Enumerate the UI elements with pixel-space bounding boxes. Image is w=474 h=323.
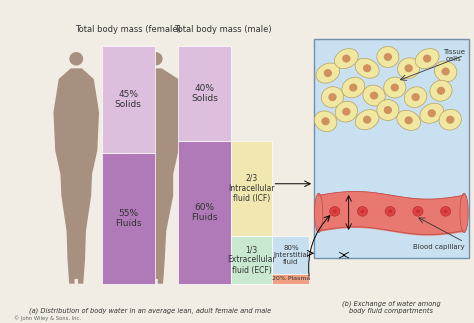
Text: (a) Distribution of body water in an average lean, adult female and male: (a) Distribution of body water in an ave… [29,307,271,314]
Bar [231,141,273,236]
Ellipse shape [334,48,358,68]
Text: 45%
Solids: 45% Solids [115,89,142,109]
Ellipse shape [321,117,330,125]
Polygon shape [129,68,182,284]
Text: 80%
Interstitial
fluid: 80% Interstitial fluid [273,245,309,265]
Ellipse shape [411,93,420,101]
Ellipse shape [69,52,83,66]
Bar [101,46,155,153]
Ellipse shape [428,109,436,117]
Ellipse shape [342,55,350,63]
Bar [178,46,231,141]
Ellipse shape [384,106,392,114]
Ellipse shape [398,110,420,131]
Ellipse shape [361,210,365,213]
Text: 1/3
Extracellular
fluid (ECF): 1/3 Extracellular fluid (ECF) [228,245,276,275]
Ellipse shape [423,55,431,63]
Text: Blood capillary: Blood capillary [413,244,465,249]
Ellipse shape [356,109,378,130]
Text: 20% Plasma: 20% Plasma [272,276,310,281]
FancyBboxPatch shape [314,39,469,258]
Ellipse shape [362,86,386,106]
Ellipse shape [384,53,392,61]
Ellipse shape [444,210,447,213]
Text: © John Wiley & Sons, Inc.: © John Wiley & Sons, Inc. [14,315,81,321]
Ellipse shape [416,210,420,213]
Ellipse shape [446,116,455,124]
Ellipse shape [398,58,420,78]
Ellipse shape [349,84,357,91]
Ellipse shape [334,102,358,121]
Ellipse shape [416,48,438,69]
Ellipse shape [342,77,365,98]
Ellipse shape [370,91,378,99]
Bar [101,153,155,284]
Ellipse shape [149,52,163,66]
Ellipse shape [385,206,395,216]
Text: Total body mass (female): Total body mass (female) [75,26,181,35]
Ellipse shape [314,193,323,233]
Ellipse shape [314,111,337,131]
Ellipse shape [437,87,445,95]
Ellipse shape [363,64,371,72]
Ellipse shape [404,87,427,108]
Ellipse shape [321,87,344,108]
Bar [178,141,231,284]
Ellipse shape [420,103,443,123]
Text: (b) Exchange of water among
body fluid compartments: (b) Exchange of water among body fluid c… [342,300,441,314]
Text: 60%
Fluids: 60% Fluids [191,203,218,222]
Ellipse shape [439,109,461,130]
Ellipse shape [383,77,406,98]
Ellipse shape [324,69,332,77]
Ellipse shape [441,68,450,76]
Ellipse shape [376,100,400,120]
Ellipse shape [413,206,423,216]
Polygon shape [54,68,99,284]
Text: 55%
Fluids: 55% Fluids [115,209,141,228]
Ellipse shape [342,108,350,116]
Text: 2/3
Intracellular
fluid (ICF): 2/3 Intracellular fluid (ICF) [228,174,275,203]
Text: Tissue
cells: Tissue cells [443,49,465,62]
Ellipse shape [388,210,392,213]
Bar [231,236,273,284]
Ellipse shape [435,61,457,82]
Ellipse shape [404,64,413,72]
Bar [273,236,310,274]
Ellipse shape [317,63,339,84]
Ellipse shape [440,206,451,216]
Ellipse shape [363,116,371,124]
Ellipse shape [330,206,340,216]
Ellipse shape [328,93,337,101]
Ellipse shape [356,58,378,78]
Ellipse shape [333,210,337,213]
Ellipse shape [357,206,367,216]
Ellipse shape [391,84,399,91]
Ellipse shape [377,47,399,67]
Ellipse shape [404,116,413,124]
Text: 40%
Solids: 40% Solids [191,84,218,103]
Ellipse shape [460,193,468,233]
Bar [273,274,310,284]
Ellipse shape [429,81,453,101]
Text: Total body mass (male): Total body mass (male) [174,26,272,35]
